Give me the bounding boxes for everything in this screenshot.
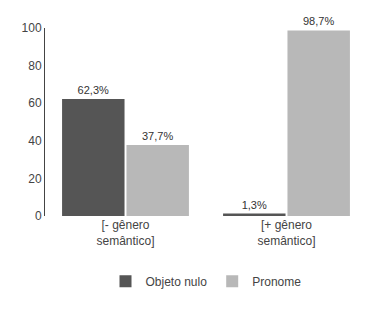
svg-text:40: 40 (28, 134, 42, 148)
svg-text:0: 0 (35, 209, 42, 223)
svg-text:60: 60 (28, 96, 42, 110)
svg-text:[- gênerosemântico]: [- gênerosemântico] (96, 218, 154, 248)
svg-text:100: 100 (22, 21, 42, 35)
svg-text:20: 20 (28, 172, 42, 186)
svg-text:[+ gênerosemântico]: [+ gênerosemântico] (257, 218, 315, 248)
svg-text:1,3%: 1,3% (242, 199, 267, 211)
svg-text:Pronome: Pronome (252, 275, 301, 289)
svg-text:98,7%: 98,7% (303, 15, 334, 27)
svg-text:Objeto nulo: Objeto nulo (146, 275, 208, 289)
svg-text:80: 80 (28, 59, 42, 73)
svg-text:62,3%: 62,3% (78, 84, 109, 96)
svg-text:37,7%: 37,7% (142, 130, 173, 142)
